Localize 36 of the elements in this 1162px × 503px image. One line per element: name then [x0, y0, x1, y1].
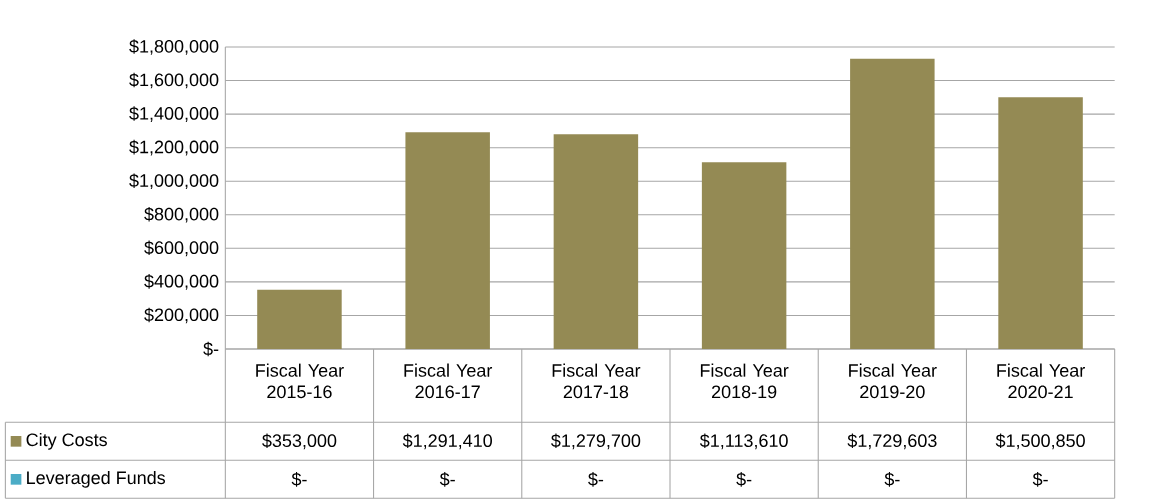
data-label: $- — [1032, 472, 1048, 487]
data-label: $- — [439, 472, 455, 487]
data-label: $1,500,850 — [995, 433, 1085, 450]
x-tick-label: Fiscal Year 2019-20 — [849, 363, 937, 399]
bar — [405, 132, 490, 349]
x-tick-label: Fiscal Year 2018-19 — [700, 363, 789, 399]
legend-label: City Costs — [26, 432, 107, 450]
x-tick-label: Fiscal Year 2020-21 — [997, 363, 1085, 399]
x-tick-label: Fiscal Year 2015-16 — [256, 363, 344, 399]
bar — [701, 162, 787, 349]
y-tick-label: $200,000 — [144, 307, 219, 324]
x-tick-label: Fiscal Year 2016-17 — [404, 363, 493, 399]
bar — [850, 58, 935, 349]
y-tick-label: $800,000 — [144, 206, 219, 223]
bar — [257, 289, 342, 349]
y-tick-label: $400,000 — [144, 274, 219, 290]
data-label: $- — [736, 472, 752, 487]
bar — [998, 97, 1083, 349]
y-tick-label: $1,000,000 — [129, 173, 219, 190]
data-label: $1,729,603 — [847, 433, 937, 450]
legend-label: Leveraged Funds — [27, 470, 166, 488]
y-tick-label: $- — [203, 341, 219, 357]
data-label: $1,113,610 — [699, 433, 788, 450]
x-tick-label: Fiscal Year 2017-18 — [552, 363, 641, 399]
data-label: $1,279,700 — [551, 433, 641, 450]
y-tick-label: $1,400,000 — [129, 106, 219, 122]
y-tick-label: $1,800,000 — [129, 39, 219, 55]
data-label: $- — [291, 472, 307, 487]
y-tick-label: $600,000 — [144, 240, 219, 257]
data-label: $- — [588, 472, 604, 487]
data-label: $353,000 — [262, 433, 337, 450]
data-label: $- — [884, 472, 900, 487]
y-tick-label: $1,200,000 — [129, 139, 219, 156]
bar — [553, 134, 639, 349]
y-tick-label: $1,600,000 — [129, 72, 219, 89]
data-label: $1,291,410 — [402, 433, 492, 450]
